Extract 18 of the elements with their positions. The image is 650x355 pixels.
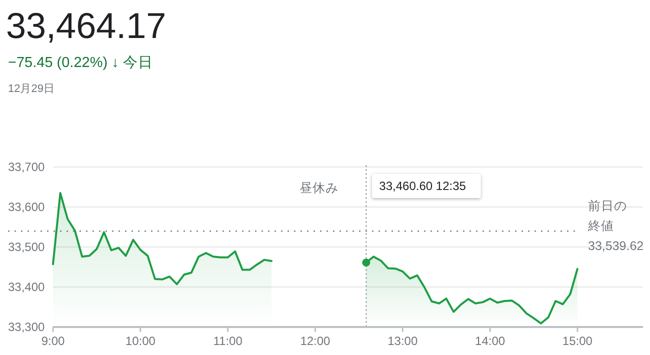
y-tick-label: 33,300 (8, 320, 46, 334)
text: 12月29日 (8, 83, 54, 95)
annotation: 33,460.60 12:35 (379, 179, 466, 193)
x-tick-label: 13:00 (388, 334, 418, 348)
x-tick-label: 9:00 (41, 334, 65, 348)
x-tick-label: 15:00 (562, 334, 593, 348)
y-tick-label: 33,600 (8, 200, 46, 214)
y-tick-label: 33,400 (8, 280, 46, 294)
ref-line-label: 前日の終値 33,539.62 (587, 199, 644, 254)
chart-subtitle: −75.45 (0.22%) ↓ 今日 (8, 54, 153, 71)
x-tick-label: 12:00 (300, 334, 331, 348)
y-tick-label: 33,700 (8, 160, 46, 174)
y-tick-label: 33,500 (8, 240, 46, 254)
chart-title: 33,464.17 (6, 5, 166, 46)
x-tick-label: 14:00 (475, 334, 506, 348)
x-tick-label: 11:00 (213, 334, 243, 348)
annotation: 昼休み (299, 181, 338, 195)
x-tick-label: 10:00 (125, 334, 156, 348)
